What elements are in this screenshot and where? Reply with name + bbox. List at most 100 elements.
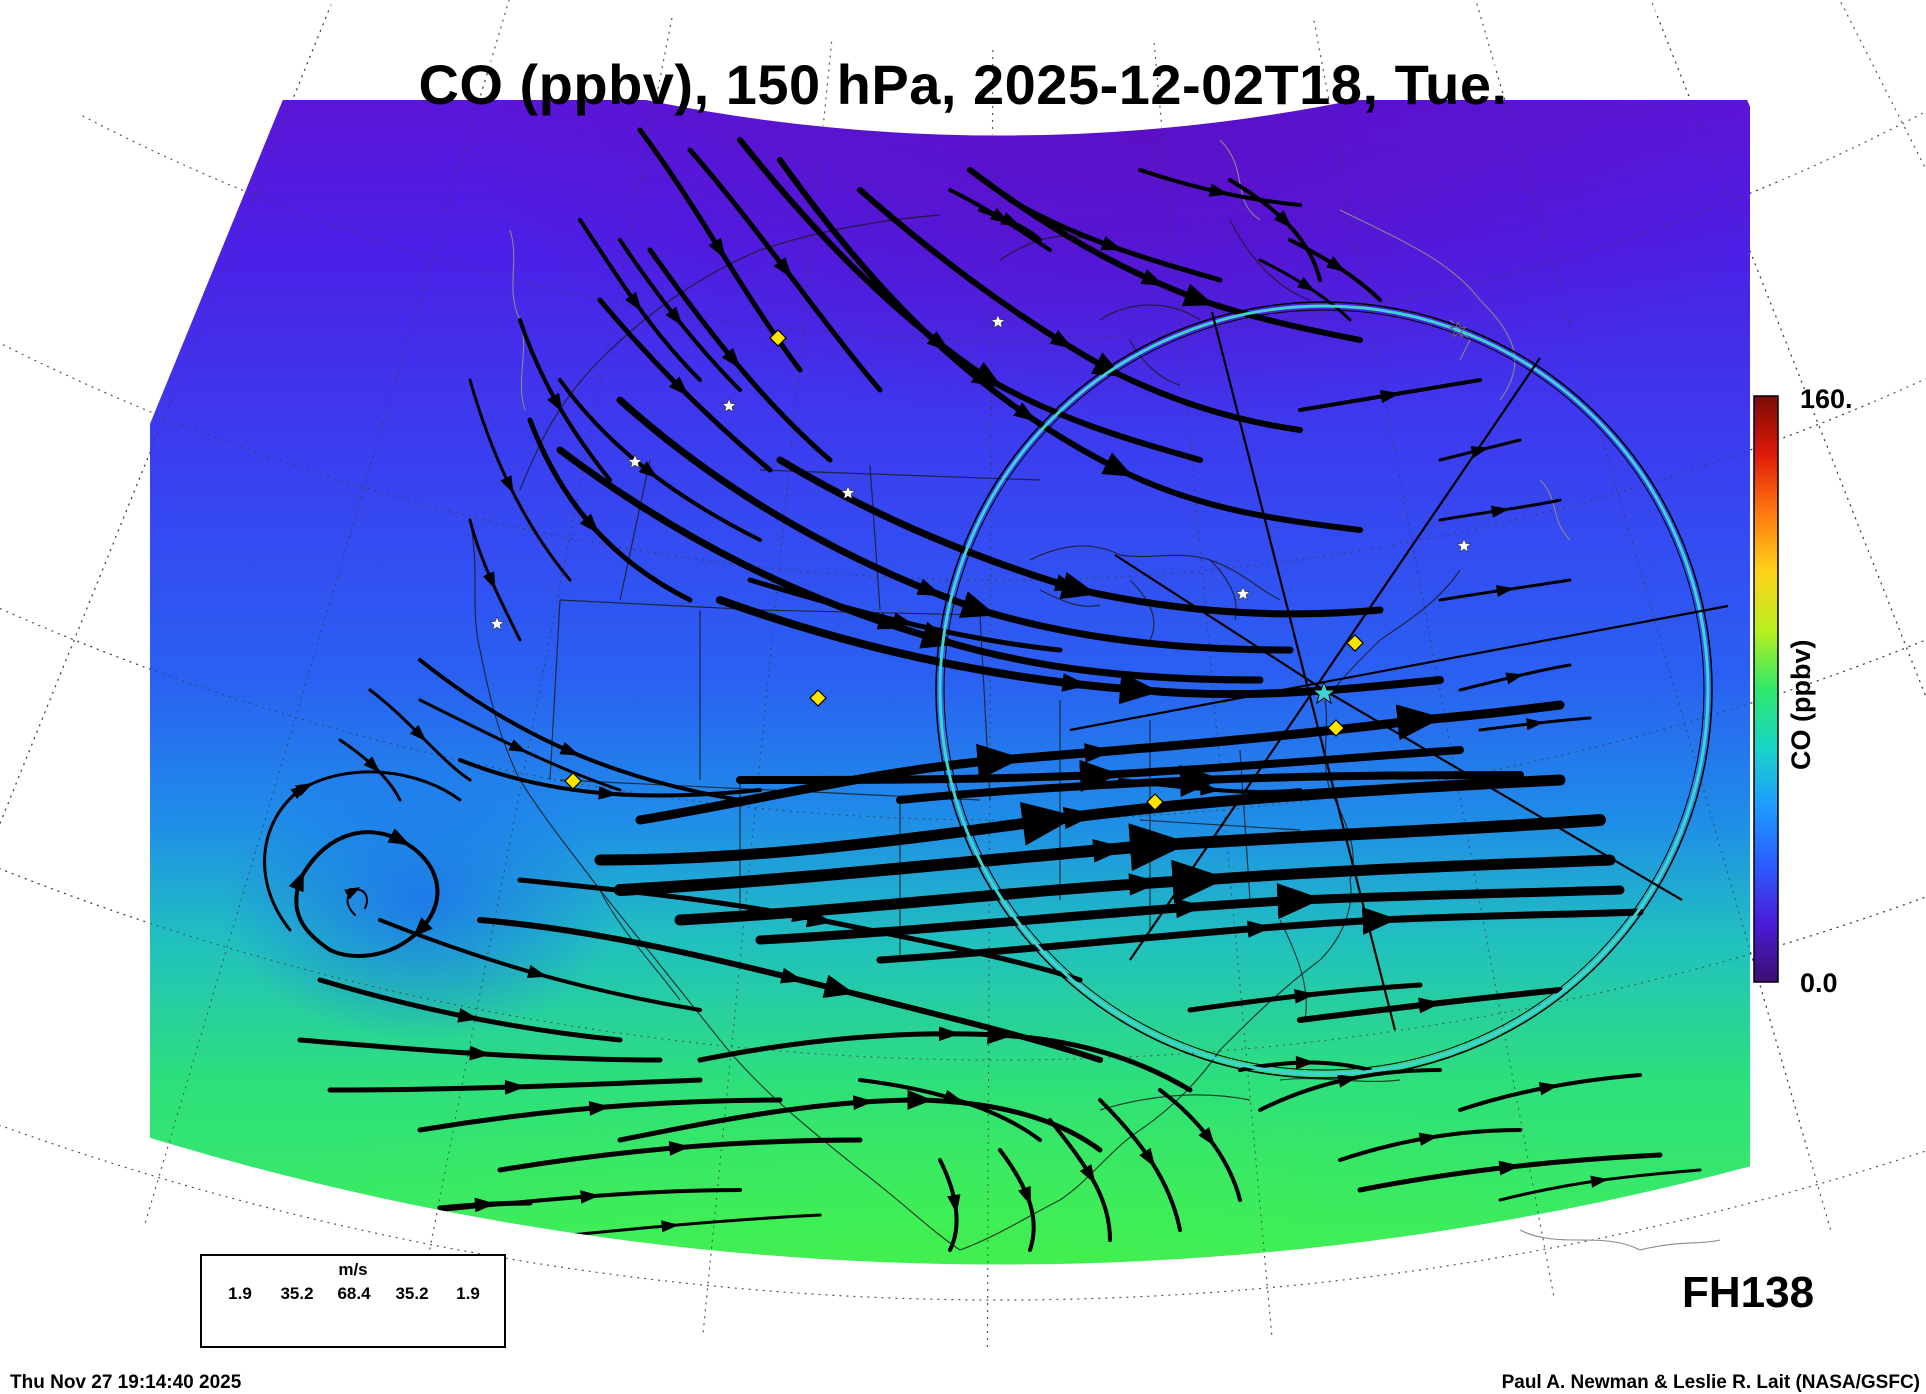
streamline-73 [1438, 578, 1572, 602]
streamline-29 [614, 814, 1606, 896]
colorbar-max-label: 160. [1800, 384, 1853, 414]
streamline-76 [1118, 778, 1302, 794]
streamline-32 [876, 906, 1644, 964]
streamline-23 [418, 698, 622, 792]
streamline-arrowhead [598, 786, 619, 800]
station-star-icon [840, 485, 856, 500]
figure-title: CO (ppbv), 150 hPa, 2025-12-02T18, Tue. [418, 53, 1508, 116]
streamline-arrowhead [661, 1220, 680, 1233]
streamline-arrowhead [295, 782, 314, 797]
station-diamond-icon [564, 772, 582, 790]
streamline-9 [857, 187, 1303, 433]
streamline-arrowhead [780, 967, 805, 984]
streamline-arrowhead [482, 571, 496, 590]
streamline-arrowhead [1418, 997, 1442, 1014]
streamline-arrowhead [1247, 920, 1273, 938]
wind-speed-legend: m/s 1.9 35.2 68.4 35.2 1.9 [200, 1254, 506, 1348]
streamline-arrowhead [892, 612, 915, 627]
streamline-arrowhead [668, 376, 690, 397]
station-diamond-icon [1327, 719, 1345, 737]
streamline-33 [517, 877, 1083, 983]
streamline-arrowhead [1013, 402, 1037, 422]
streamline-arrowhead [1418, 1132, 1439, 1146]
outline-star-icon [1449, 320, 1467, 338]
author-credit: Paul A. Newman & Leslie R. Lait (NASA/GS… [1501, 1372, 1920, 1393]
streamline-arrowhead [668, 1141, 691, 1156]
streamline-25 [635, 700, 1565, 825]
streamline-arrowhead [1294, 989, 1316, 1004]
station-diamond-icon [769, 329, 787, 347]
streamline-arrowhead [926, 331, 950, 352]
streamline-arrowhead [1062, 807, 1096, 830]
station-diamond-icon [1146, 793, 1164, 811]
streamline-arrowhead [708, 237, 726, 260]
station-diamonds [564, 329, 1364, 811]
station-star-icon [721, 398, 737, 413]
co-field [0, 0, 1926, 1266]
streamline-arrowhead [1139, 1147, 1156, 1168]
streamline-arrowhead [1295, 1055, 1316, 1070]
streamline-arrowhead [773, 257, 793, 279]
streamline-arrowhead [625, 291, 642, 312]
streamline-arrowhead [588, 1101, 611, 1116]
streamline-arrowhead [791, 907, 814, 922]
center-station-marker [1311, 680, 1337, 705]
streamline-arrowhead [580, 1190, 600, 1204]
station-star-icon [1235, 586, 1251, 601]
streamline-arrowhead [1505, 672, 1524, 685]
streamline-arrowhead [559, 741, 580, 756]
streamline-16 [777, 157, 1363, 533]
flight-range-ring [935, 301, 1713, 1079]
streamline-arrowhead [1049, 330, 1074, 349]
streamline-arrowhead [1498, 1160, 1521, 1176]
streamline-arrowhead [721, 347, 741, 369]
streamline-arrowhead [1053, 574, 1080, 591]
streamline-arrowhead [1198, 1127, 1216, 1147]
streamline-arrowhead [474, 1197, 496, 1213]
streamline-arrowhead [409, 724, 427, 742]
streamline-arrowhead [469, 1045, 491, 1061]
streamline-arrowhead [1208, 183, 1229, 197]
streamline-arrowhead [1079, 1164, 1096, 1185]
streamline-arrowhead [852, 1095, 875, 1111]
wind-legend-value: 1.9 [228, 1284, 252, 1303]
map-sector-outline [0, 0, 1926, 1265]
streamline-arrowhead [1140, 269, 1165, 286]
streamline-44 [617, 1089, 1103, 1153]
coastlines-outside [509, 139, 1721, 1251]
generation-timestamp: Thu Nov 27 19:14:40 2025 [10, 1372, 242, 1393]
station-diamond-icon [1346, 634, 1364, 652]
streamline-arrowhead [363, 756, 381, 773]
colorbar-gradient [1753, 395, 1779, 983]
streamline-arrowhead [508, 739, 527, 753]
forecast-hour-label: FH138 [1682, 1268, 1815, 1317]
streamline-21 [716, 596, 1444, 705]
streamline-45 [697, 1024, 1193, 1093]
colorbar [1753, 395, 1779, 983]
streamline-8 [737, 137, 1203, 463]
streamline-arrowhead [579, 513, 600, 535]
streamline-arrowhead [1175, 898, 1205, 919]
station-star-icon [489, 616, 505, 631]
streamline-arrowhead [1526, 718, 1545, 731]
streamline-arrowhead [344, 886, 361, 900]
streamline-arrowhead [547, 392, 563, 413]
streamline-arrowhead [1092, 839, 1127, 863]
streamline-arrowhead [1128, 873, 1161, 896]
station-diamond-icon [809, 689, 827, 707]
colorbar-title: CO (ppbv) [1786, 639, 1816, 770]
wind-legend-unit: m/s [338, 1260, 368, 1279]
station-star-icon [627, 454, 643, 469]
streamline-arrowhead [457, 1008, 480, 1023]
wind-legend-value: 1.9 [456, 1284, 480, 1303]
streamline-arrowhead [989, 207, 1010, 224]
streamline-arrowhead [500, 475, 514, 494]
wind-legend-value: 68.4 [337, 1284, 371, 1303]
streamline-arrowhead [1084, 743, 1114, 763]
streamline-arrowhead [1018, 1185, 1032, 1207]
streamline-arrowhead [665, 306, 683, 326]
streamline-arrowhead [1061, 673, 1089, 692]
streamline-arrowhead [504, 1079, 527, 1095]
streamline-arrowhead [947, 1194, 961, 1215]
